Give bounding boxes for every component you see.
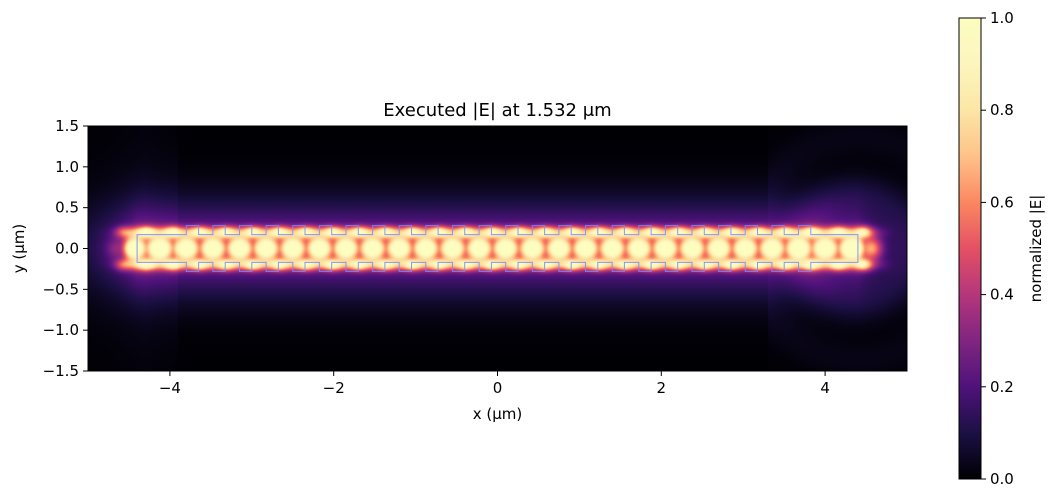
x-axis-label: x (μm): [473, 405, 523, 423]
waveguide-outline: [136, 225, 859, 272]
colorbar-tick-label: 0.8: [990, 101, 1014, 119]
y-tick-label: 0.0: [55, 240, 79, 258]
colorbar-ticks: 0.0 0.2 0.4 0.6 0.8 1.0: [981, 9, 1014, 488]
colorbar-label: normalized |E|: [1027, 195, 1045, 303]
colorbar-gradient: [958, 17, 982, 480]
y-tick-label: 0.5: [55, 199, 79, 217]
x-axis: −4 −2 0 2 4: [159, 371, 830, 397]
chart-title: Executed |E| at 1.532 μm: [383, 100, 611, 121]
x-tick-label: 4: [820, 379, 830, 397]
colorbar-tick-label: 0.0: [990, 470, 1014, 488]
y-axis: 1.5 1.0 0.5 0.0 −0.5 −1.0 −1.5: [43, 117, 88, 380]
field-heatmap-canvas: [88, 126, 907, 371]
colorbar-tick-label: 0.4: [990, 286, 1014, 304]
y-tick-label: −1.0: [43, 321, 79, 339]
x-tick-label: −2: [323, 379, 345, 397]
y-tick-label: −0.5: [43, 280, 79, 298]
colorbar-tick-label: 0.6: [990, 193, 1014, 211]
plot-area: [87, 125, 908, 372]
colorbar-tick-label: 1.0: [990, 9, 1014, 27]
field-heatmap: [88, 126, 907, 371]
colorbar-tick-label: 0.2: [990, 378, 1014, 396]
colorbar: 0.0 0.2 0.4 0.6 0.8 1.0 normalized |E|: [958, 9, 1045, 488]
device-outline: [136, 225, 859, 272]
y-tick-label: 1.5: [55, 117, 79, 135]
y-axis-label: y (μm): [10, 224, 28, 274]
x-tick-label: 0: [493, 379, 503, 397]
y-tick-label: 1.0: [55, 158, 79, 176]
x-tick-label: −4: [159, 379, 181, 397]
x-tick-label: 2: [657, 379, 667, 397]
y-tick-label: −1.5: [43, 362, 79, 380]
